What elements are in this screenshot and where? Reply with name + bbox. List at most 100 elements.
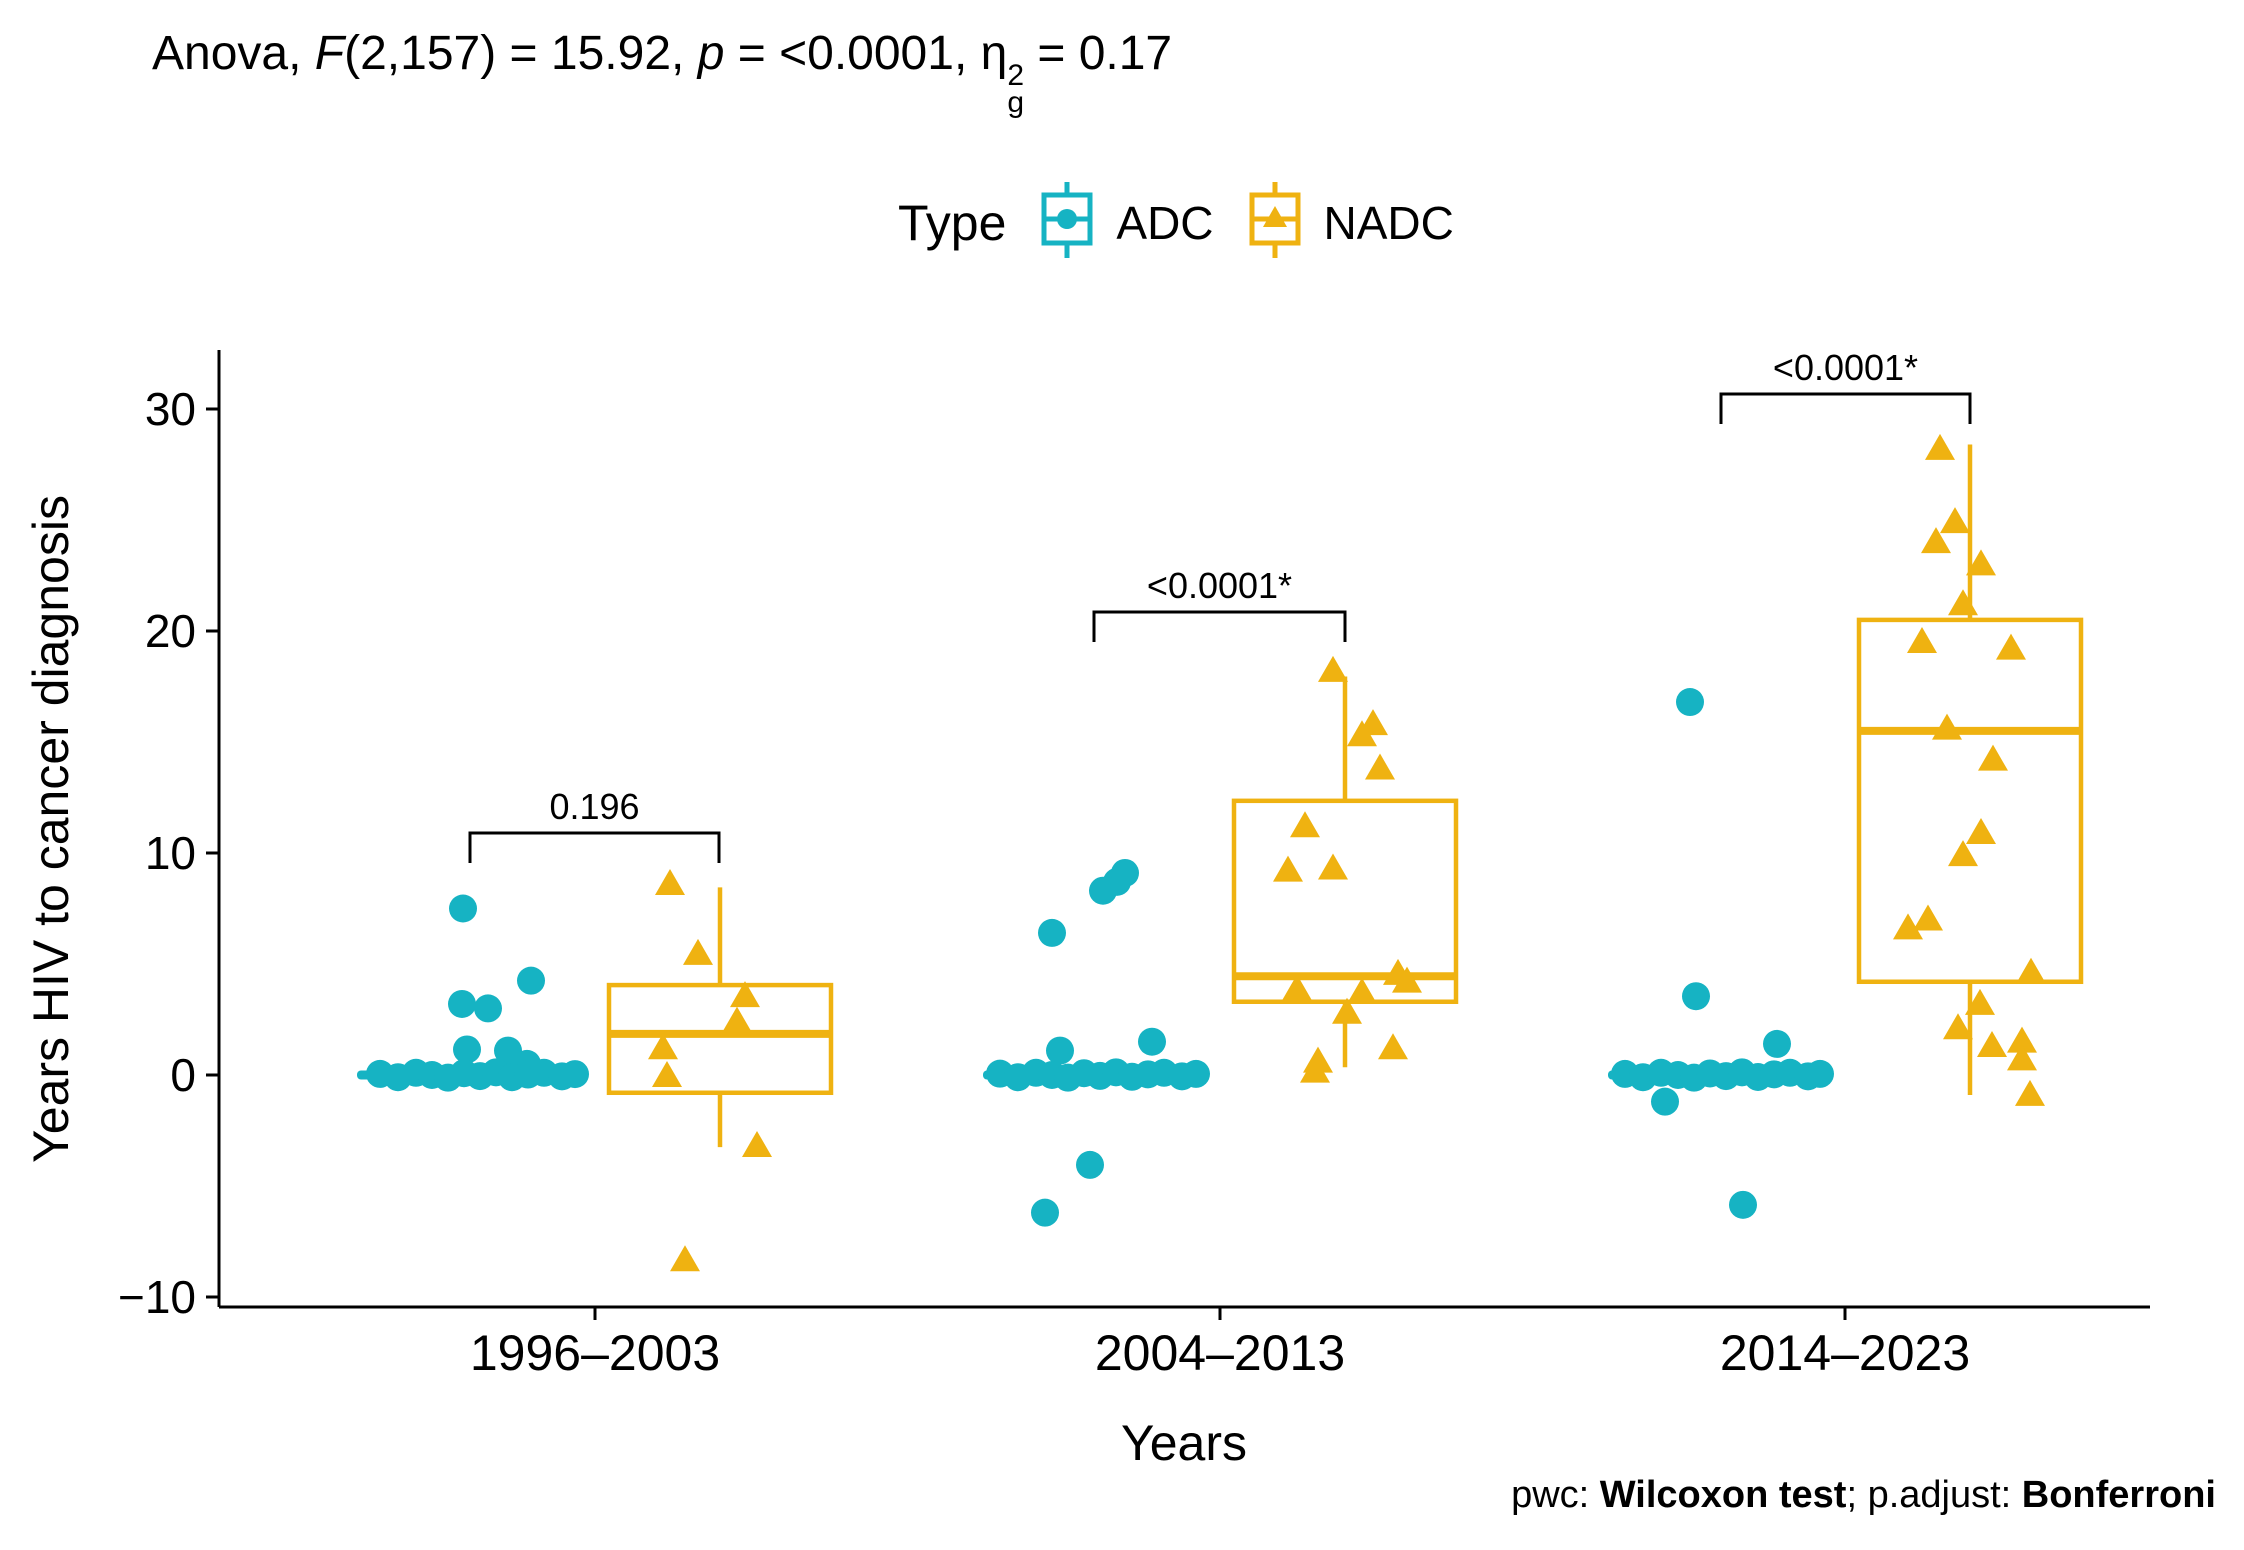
caption: pwc: Wilcoxon test; p.adjust: Bonferroni: [1511, 1474, 2216, 1517]
adc-point-g1: [1076, 1150, 1104, 1179]
adc-point-g1: [1182, 1059, 1210, 1088]
title-p: p: [697, 27, 725, 80]
nadc-point-g2: [1977, 1031, 2007, 1058]
caption-adjust-method: Bonferroni: [2021, 1474, 2216, 1516]
adc-point-g0: [517, 966, 545, 995]
adc-point-g0: [474, 994, 502, 1023]
legend-title: Type: [898, 194, 1007, 251]
nadc-point-g2: [1893, 913, 1923, 940]
title-mid: = <0.0001,: [724, 27, 981, 80]
nadc-point-g0: [722, 1006, 752, 1033]
nadc-point-g2: [2007, 1026, 2037, 1053]
nadc-point-g2: [1948, 840, 1978, 867]
pvalue-label-1: <0.0001*: [1147, 565, 1292, 606]
boxplot-triangle-key-icon: [1244, 180, 1306, 265]
nadc-point-g1: [1282, 974, 1312, 1001]
y-tick-label: 30: [145, 383, 196, 435]
title-eta: η: [980, 27, 1008, 80]
x-tick-label: 1996–2003: [470, 1325, 720, 1381]
nadc-box-g1: [1231, 798, 1459, 1004]
y-tick-label: 0: [170, 1049, 196, 1101]
adc-point-g2: [1682, 982, 1710, 1011]
nadc-point-g0: [655, 869, 685, 895]
title-eta-sub: g: [1007, 86, 1024, 119]
y-tick-label: −10: [118, 1271, 196, 1323]
adc-point-g0: [453, 1035, 481, 1064]
title-pre: Anova,: [152, 27, 315, 80]
nadc-point-g2: [2007, 1044, 2037, 1071]
title-f: F: [314, 27, 345, 80]
caption-adjust-prefix: ; p.adjust:: [1846, 1474, 2022, 1516]
adc-point-g2: [1806, 1059, 1834, 1088]
legend-label-nadc: NADC: [1323, 196, 1454, 249]
nadc-point-g2: [1948, 589, 1978, 616]
nadc-point-g2: [1943, 1013, 1973, 1040]
nadc-box-g0: [606, 982, 834, 1096]
nadc-point-g2: [2016, 957, 2046, 984]
nadc-point-g0: [670, 1245, 700, 1272]
nadc-point-g0: [652, 1061, 682, 1088]
nadc-point-g1: [1300, 1056, 1330, 1083]
nadc-box-g2: [1856, 617, 2084, 985]
title-post: = 0.17: [1024, 27, 1173, 80]
nadc-point-g0: [683, 938, 713, 965]
nadc-point-g1: [1378, 1033, 1408, 1060]
adc-point-g1: [1031, 1198, 1059, 1227]
nadc-point-g0: [730, 981, 760, 1008]
adc-point-g0: [449, 894, 477, 923]
nadc-point-g2: [1921, 527, 1951, 554]
nadc-point-g1: [1318, 853, 1348, 880]
nadc-point-g1: [1318, 655, 1348, 682]
adc-point-g0: [561, 1060, 589, 1089]
x-tick-label: 2004–2013: [1095, 1325, 1345, 1381]
adc-point-g2: [1729, 1190, 1757, 1219]
nadc-point-g2: [1966, 549, 1996, 576]
legend-item-nadc: NADC: [1244, 180, 1454, 265]
adc-point-g1: [1046, 1036, 1074, 1065]
adc-point-g1: [1138, 1027, 1166, 1056]
adc-point-g2: [1763, 1029, 1791, 1058]
legend-label-adc: ADC: [1116, 196, 1214, 249]
pvalue-bracket-1: [1092, 610, 1347, 642]
nadc-point-g0: [742, 1130, 772, 1157]
title-eta-sup: 2: [1007, 59, 1024, 92]
nadc-point-g2: [1925, 433, 1955, 460]
adc-point-g0: [448, 989, 476, 1018]
nadc-point-g2: [1978, 744, 2008, 771]
pvalue-bracket-2: [1719, 392, 1972, 424]
adc-point-g2: [1651, 1087, 1679, 1116]
nadc-point-g1: [1290, 811, 1320, 838]
nadc-point-g1: [1273, 855, 1303, 882]
nadc-point-g2: [1996, 633, 2026, 660]
nadc-point-g1: [1365, 753, 1395, 780]
y-tick-label: 10: [145, 827, 196, 879]
caption-pwc-prefix: pwc:: [1511, 1474, 1600, 1516]
nadc-point-g2: [1940, 507, 1970, 534]
adc-point-g2: [1676, 688, 1704, 717]
adc-point-g1: [1111, 858, 1139, 887]
nadc-point-g1: [1392, 966, 1422, 993]
x-axis-title: Years: [1120, 1415, 1248, 1471]
nadc-point-g2: [1966, 817, 1996, 844]
pvalue-bracket-0: [468, 831, 721, 863]
title-f-args: (2,157) = 15.92,: [344, 27, 698, 80]
nadc-point-g1: [1332, 997, 1362, 1024]
nadc-point-g2: [1907, 627, 1937, 654]
pvalue-label-2: <0.0001*: [1773, 347, 1918, 388]
adc-point-g1: [1038, 918, 1066, 947]
nadc-point-g2: [1913, 904, 1943, 931]
y-axis-title: Years HIV to cancer diagnosis: [23, 495, 79, 1163]
nadc-point-g1: [1347, 977, 1377, 1004]
y-tick-label: 20: [145, 605, 196, 657]
nadc-point-g2: [1965, 988, 1995, 1015]
legend-item-adc: ADC: [1036, 180, 1214, 265]
nadc-point-g2: [2015, 1079, 2045, 1106]
caption-pwc-test: Wilcoxon test: [1599, 1474, 1847, 1516]
x-tick-label: 2014–2023: [1720, 1325, 1970, 1381]
nadc-point-g0: [648, 1033, 678, 1060]
legend: Type ADC NADC: [898, 180, 1454, 265]
